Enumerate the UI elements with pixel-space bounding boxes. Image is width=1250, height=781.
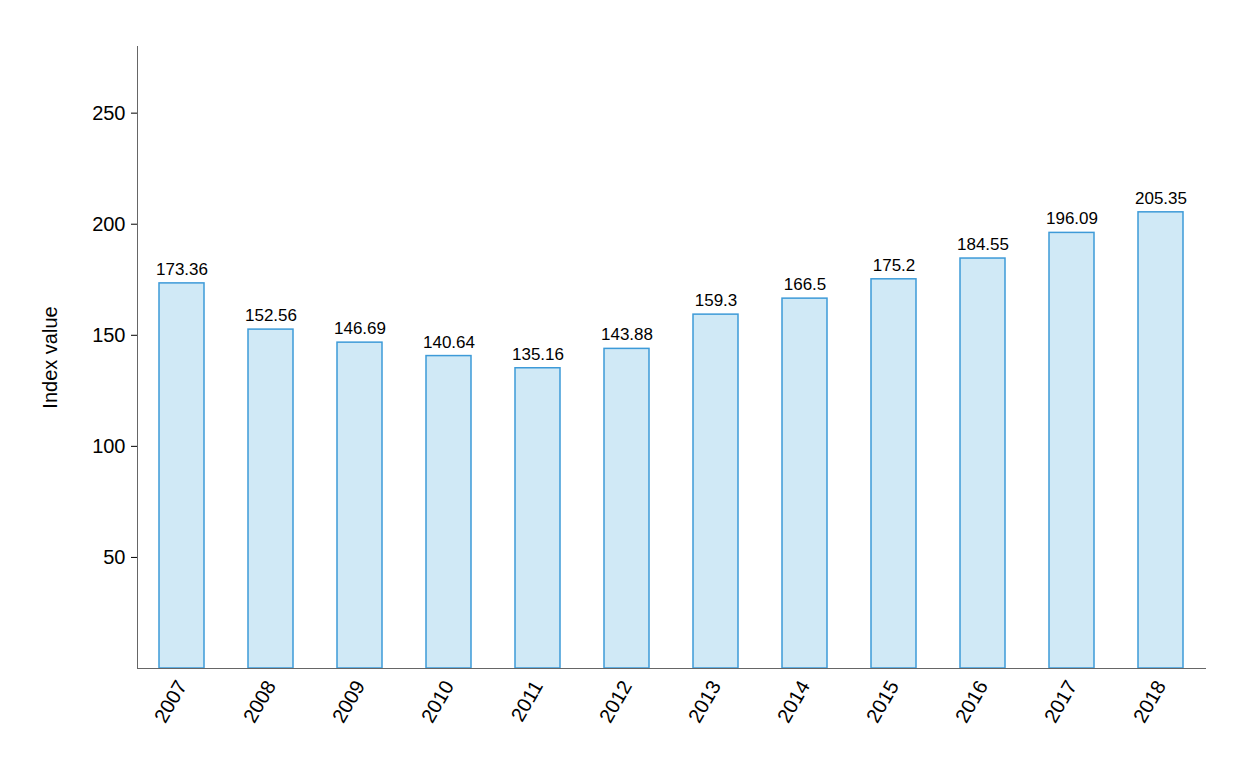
svg-text:2013: 2013 xyxy=(684,677,725,727)
svg-text:250: 250 xyxy=(92,102,125,124)
svg-text:50: 50 xyxy=(103,546,125,568)
svg-text:2018: 2018 xyxy=(1129,677,1170,727)
svg-text:159.3: 159.3 xyxy=(695,291,738,310)
svg-text:166.5: 166.5 xyxy=(784,275,827,294)
svg-text:2016: 2016 xyxy=(951,677,992,727)
svg-text:2007: 2007 xyxy=(150,677,191,727)
svg-text:200: 200 xyxy=(92,213,125,235)
svg-text:2014: 2014 xyxy=(773,677,814,727)
svg-text:150: 150 xyxy=(92,324,125,346)
svg-text:152.56: 152.56 xyxy=(245,306,297,325)
svg-text:143.88: 143.88 xyxy=(601,325,653,344)
svg-text:173.36: 173.36 xyxy=(156,260,208,279)
svg-text:2008: 2008 xyxy=(239,677,280,727)
svg-text:146.69: 146.69 xyxy=(334,319,386,338)
svg-text:2012: 2012 xyxy=(595,677,636,727)
svg-text:2011: 2011 xyxy=(506,677,547,725)
svg-text:175.2: 175.2 xyxy=(873,256,916,275)
svg-text:196.09: 196.09 xyxy=(1046,209,1098,228)
svg-text:2010: 2010 xyxy=(417,677,458,727)
svg-text:135.16: 135.16 xyxy=(512,345,564,364)
svg-text:2009: 2009 xyxy=(328,677,369,727)
svg-text:100: 100 xyxy=(92,435,125,457)
svg-text:2015: 2015 xyxy=(862,677,903,727)
svg-text:205.35: 205.35 xyxy=(1135,189,1187,208)
svg-text:2017: 2017 xyxy=(1040,677,1081,727)
svg-text:140.64: 140.64 xyxy=(423,333,475,352)
svg-text:Index value: Index value xyxy=(39,306,61,408)
svg-text:184.55: 184.55 xyxy=(957,235,1009,254)
